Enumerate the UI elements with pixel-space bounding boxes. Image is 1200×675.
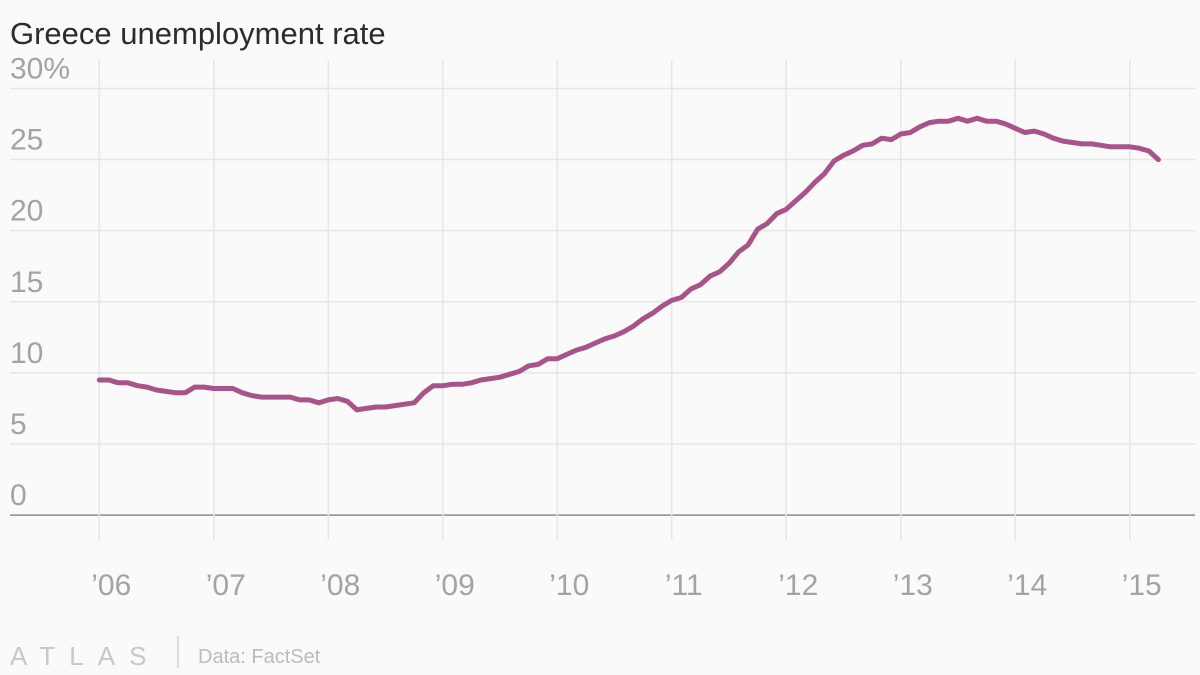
source: Data: FactSet: [198, 646, 321, 668]
x-tick-label: ’09: [435, 569, 475, 602]
chart-title: Greece unemployment rate: [10, 16, 386, 51]
y-tick-label: 20: [10, 195, 43, 228]
brand: ATLAS: [10, 641, 160, 671]
y-tick-label: 0: [10, 479, 27, 512]
x-tick-label: ’10: [549, 569, 589, 602]
series-line: [96, 115, 1161, 413]
x-tick-label: ’11: [665, 569, 703, 602]
y-tick-label: 10: [10, 337, 43, 370]
y-tick-label: 25: [10, 124, 43, 157]
x-tick-label: ’13: [893, 569, 933, 602]
plot: 0 5 10 15 20 25 30% ’06 ’07 ’08 ’09 ’10 ’11 ’12 ’13 ’14…: [10, 52, 1195, 602]
y-tick-label: 15: [10, 266, 43, 299]
x-tick-label: ’15: [1122, 569, 1162, 602]
x-tick-label: ’06: [91, 569, 131, 602]
x-tick-label: ’07: [206, 569, 246, 602]
y-tick-label: 30%: [10, 52, 70, 85]
y-tick-label: 5: [10, 408, 27, 441]
x-tick-label: ’08: [320, 569, 360, 602]
x-tick-label: ’12: [778, 569, 818, 602]
x-tick-label: ’14: [1007, 569, 1047, 602]
